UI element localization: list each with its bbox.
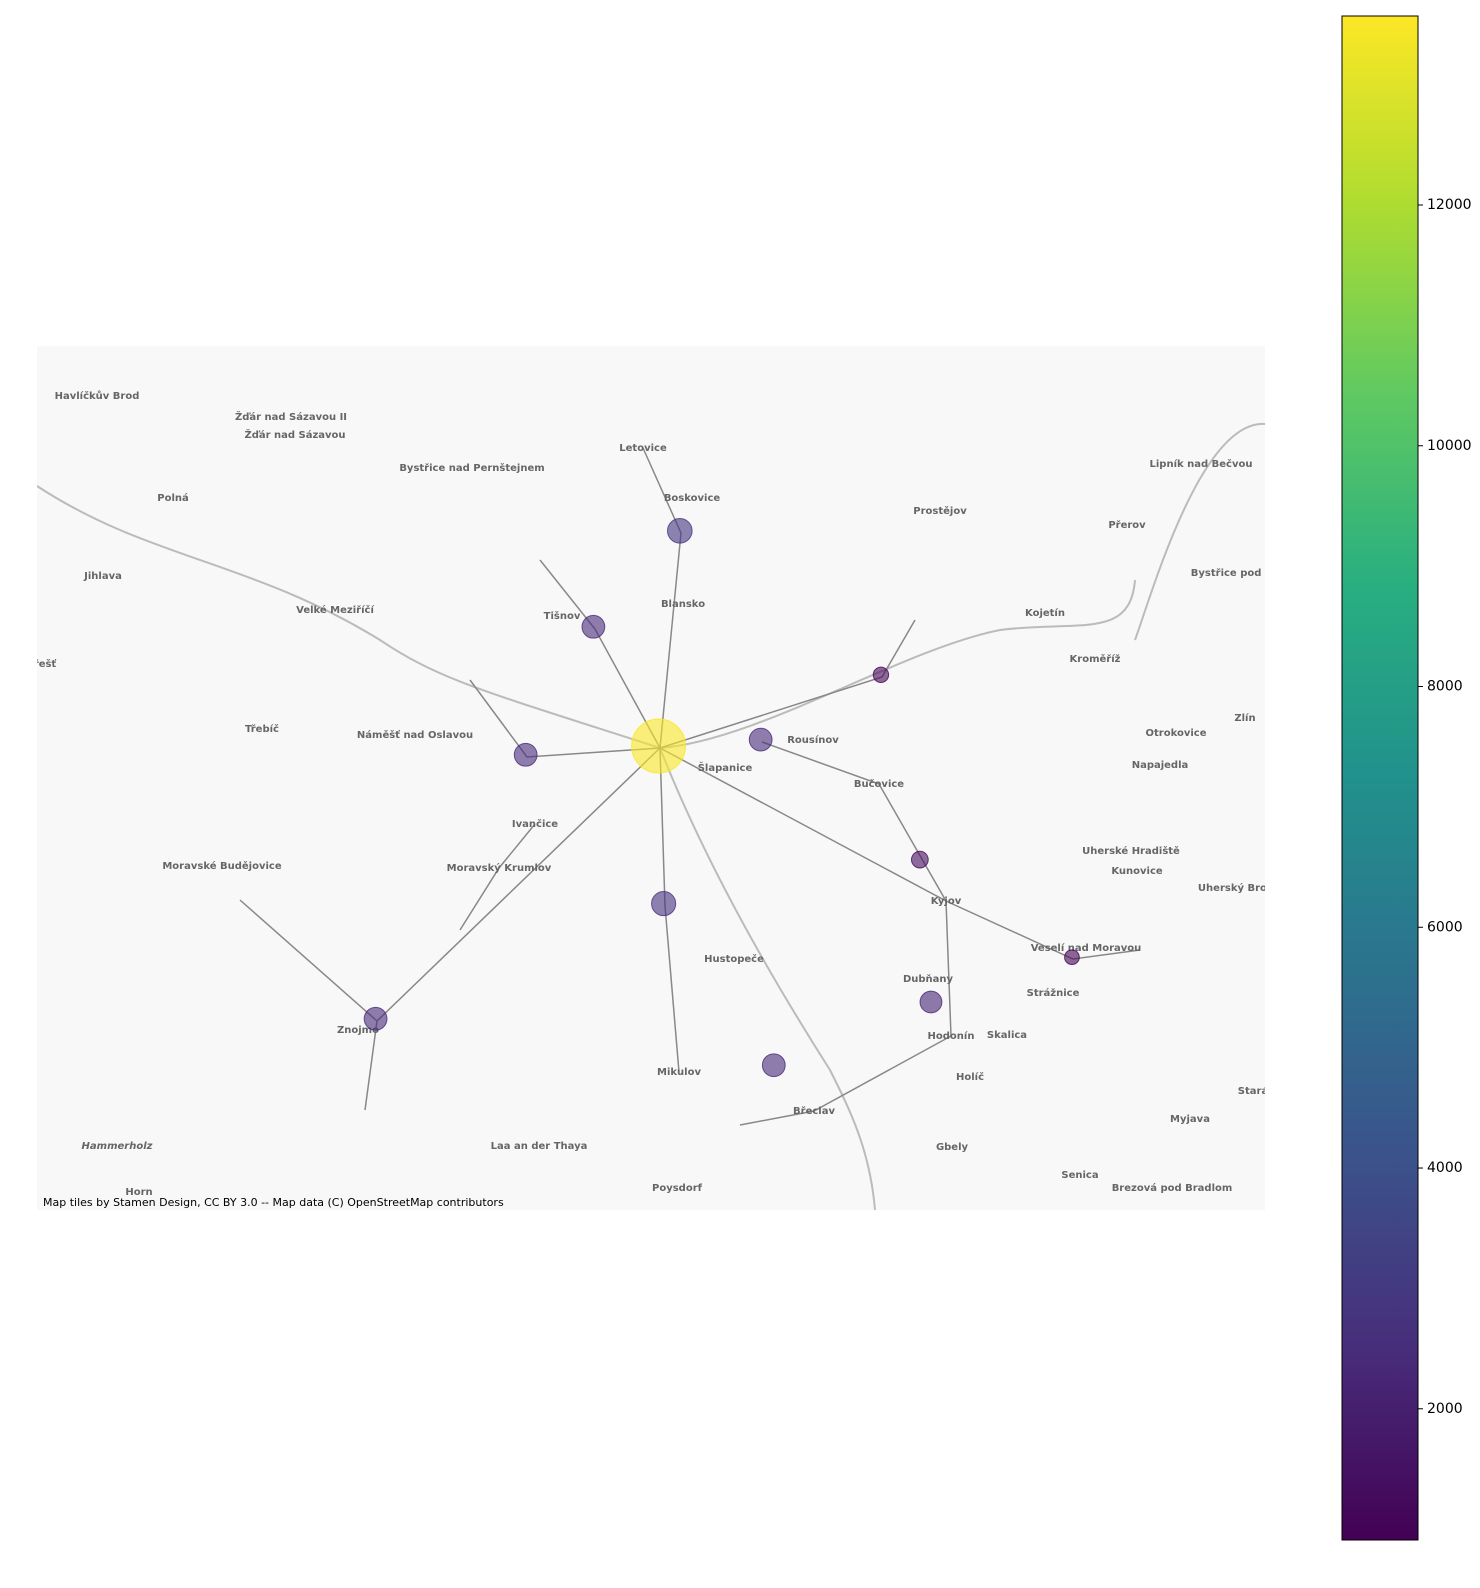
place-labels: Havlíčkův Brod Žďár nad Sázavou II Žďár na… xyxy=(34,389,1274,1198)
place-label: Hustopeče xyxy=(704,953,764,965)
place-label: Bystřice nad Pernštejnem xyxy=(399,462,544,474)
colorbar-tick-label: 10000 xyxy=(1427,438,1472,454)
place-label: Poysdorf xyxy=(652,1183,703,1194)
place-label: Znojmo xyxy=(337,1025,379,1036)
place-label: Veselí nad Moravou xyxy=(1031,942,1142,954)
colorbar-tick-label: 4000 xyxy=(1427,1160,1463,1176)
place-label: Zlín xyxy=(1234,712,1255,724)
place-label: Moravský Krumlov xyxy=(447,862,552,874)
map-background xyxy=(37,346,1265,1210)
place-label: Mikulov xyxy=(657,1067,701,1078)
bubble xyxy=(761,1053,786,1078)
place-label: Kunovice xyxy=(1111,866,1163,877)
place-label: Žďár nad Sázavou xyxy=(244,428,345,441)
place-label: Lipník nad Bečvou xyxy=(1150,458,1253,470)
place-label: Senica xyxy=(1061,1170,1098,1181)
place-label: Havlíčkův Brod xyxy=(55,389,140,402)
place-label: Šlapanice xyxy=(698,761,753,774)
place-label: Boskovice xyxy=(664,493,721,504)
place-label: Prostějov xyxy=(913,505,967,517)
place-label: Gbely xyxy=(936,1142,969,1153)
place-label: Blansko xyxy=(661,599,705,610)
place-label: Uherský Brod xyxy=(1198,882,1274,894)
place-label: Hodonín xyxy=(928,1030,975,1042)
bubble xyxy=(667,518,693,544)
place-label: Břeclav xyxy=(793,1105,835,1117)
place-label: Bučovice xyxy=(854,778,904,790)
place-label: Kroměříž xyxy=(1070,653,1121,665)
place-label: řešť xyxy=(34,658,58,670)
bubble xyxy=(910,850,929,869)
place-label: Holíč xyxy=(956,1071,984,1083)
colorbar-tick-label: 8000 xyxy=(1427,679,1463,695)
place-label: Bystřice pod H xyxy=(1191,567,1273,579)
place-label: Jihlava xyxy=(83,571,122,582)
place-label: Třebíč xyxy=(245,723,279,735)
place-label: Dubňany xyxy=(903,973,954,985)
bubble xyxy=(919,990,943,1014)
place-label: Rousínov xyxy=(787,734,839,746)
place-label: Tišnov xyxy=(544,610,581,622)
place-label: Hammerholz xyxy=(82,1141,153,1152)
place-label: Kyjov xyxy=(931,896,962,907)
bubble xyxy=(363,1006,388,1031)
bubble xyxy=(631,718,687,774)
main-roads xyxy=(37,422,1265,1210)
place-label: Laa an der Thaya xyxy=(491,1141,588,1152)
place-label: Horn xyxy=(125,1187,152,1198)
place-label: Moravské Budějovice xyxy=(162,860,281,872)
colorbar-tick-label: 12000 xyxy=(1427,197,1472,213)
colorbar-tick-label: 6000 xyxy=(1427,919,1463,935)
bubble xyxy=(872,666,890,684)
bubble xyxy=(651,891,677,917)
place-label: Napajedla xyxy=(1132,760,1189,771)
place-label: Přerov xyxy=(1108,519,1146,531)
place-label: Brezová pod Bradlom xyxy=(1112,1182,1233,1194)
place-label: Velké Meziříčí xyxy=(296,604,374,616)
bubble xyxy=(1064,949,1080,966)
attribution: Map tiles by Stamen Design, CC BY 3.0 --… xyxy=(43,1196,504,1209)
bubble xyxy=(581,614,606,639)
place-label: Otrokovice xyxy=(1146,728,1207,739)
place-label: Uherské Hradiště xyxy=(1082,845,1180,857)
bubble xyxy=(748,727,773,752)
colorbar xyxy=(1341,15,1419,1541)
place-label: Ivančice xyxy=(512,818,558,830)
place-label: Letovice xyxy=(619,443,667,454)
place-label: Náměšť nad Oslavou xyxy=(357,729,473,741)
place-label: Strážnice xyxy=(1027,987,1080,999)
bubble xyxy=(513,742,538,767)
place-label: Myjava xyxy=(1170,1114,1210,1125)
place-label: Žďár nad Sázavou II xyxy=(235,410,347,423)
colorbar-tick-label: 2000 xyxy=(1427,1401,1463,1417)
bubbles xyxy=(363,518,1080,1078)
colorbar-ticks: 2000 4000 6000 8000 10000 12000 xyxy=(1418,197,1472,1417)
place-label: Stará xyxy=(1238,1085,1268,1097)
place-label: Kojetín xyxy=(1025,607,1065,619)
place-label: Polná xyxy=(157,492,189,504)
basemap: Havlíčkův Brod Žďár nad Sázavou II Žďár na… xyxy=(34,346,1274,1210)
place-label: Skalica xyxy=(987,1030,1027,1041)
